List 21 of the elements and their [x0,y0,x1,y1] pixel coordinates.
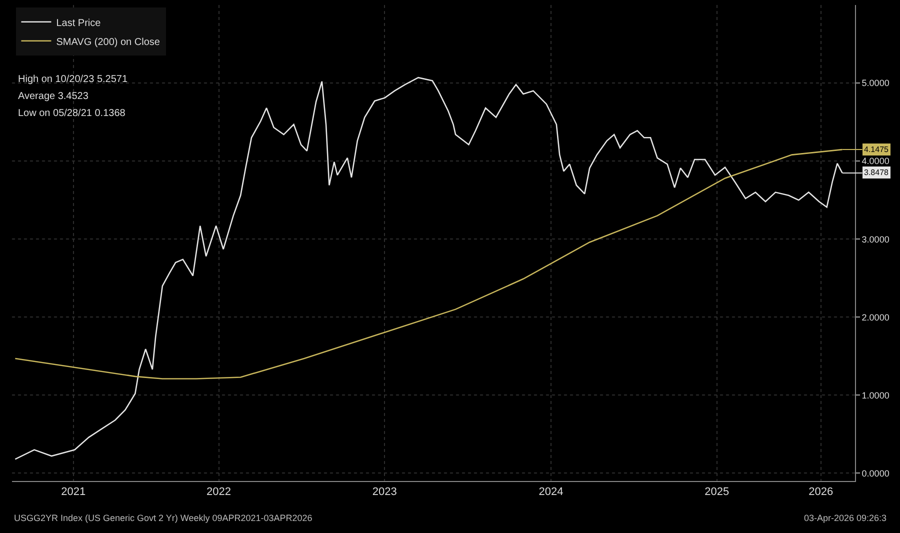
y-tick-label: 0.0000 [862,468,890,478]
y-tick-label: 1.0000 [862,390,890,400]
x-tick-label: 2025 [704,486,730,498]
annotation: 4.1475 [864,145,890,154]
annotation: Low on 05/28/21 0.1368 [18,108,126,119]
legend-label: SMAVG (200) on Close [56,36,160,48]
annotation: Average 3.4523 [18,91,89,102]
text: 03-Apr-2026 09:26:3 [804,513,887,523]
text: USGG2YR Index (US Generic Govt 2 Yr) Weekly 09APR2021-03APR2026 [14,513,312,523]
x-tick-label: 2026 [808,486,834,498]
y-tick-label: 3.0000 [862,234,890,244]
legend-label: Last Price [56,18,102,29]
annotation: 3.8478 [864,168,890,177]
y-tick-label: 2.0000 [862,312,890,322]
x-tick-label: 2024 [538,486,564,498]
x-tick-label: 2023 [372,486,397,498]
y-tick-label: 4.0000 [862,156,890,166]
x-tick-label: 2021 [61,486,86,498]
x-tick-label: 2022 [206,486,232,498]
annotation: High on 10/20/23 5.2571 [18,74,128,85]
y-tick-label: 5.0000 [862,78,890,88]
